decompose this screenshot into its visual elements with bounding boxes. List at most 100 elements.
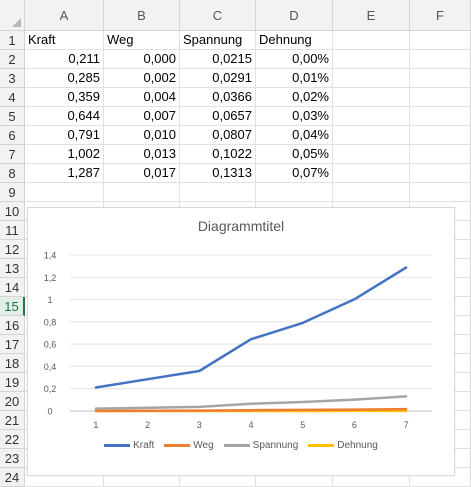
y-tick-label: 1: [47, 295, 52, 305]
cell-f8[interactable]: [410, 164, 471, 183]
cell-b1[interactable]: Weg: [104, 31, 180, 50]
chart-legend[interactable]: Kraft Weg Spannung Dehnung: [28, 440, 454, 451]
row-header-24[interactable]: 24: [0, 468, 25, 487]
cell-f1[interactable]: [410, 31, 471, 50]
cell-c3[interactable]: 0,0291: [180, 69, 256, 88]
series-line-kraft: [96, 268, 406, 388]
cell-a9[interactable]: [25, 183, 104, 202]
cell-c8[interactable]: 0,1313: [180, 164, 256, 183]
cell-d6[interactable]: 0,04%: [256, 126, 333, 145]
legend-swatch: [104, 444, 130, 447]
cell-d4[interactable]: 0,02%: [256, 88, 333, 107]
x-tick-label: 2: [145, 420, 150, 430]
cell-c9[interactable]: [180, 183, 256, 202]
legend-label: Dehnung: [337, 440, 378, 451]
cell-b9[interactable]: [104, 183, 180, 202]
cell-e5[interactable]: [333, 107, 410, 126]
cell-e4[interactable]: [333, 88, 410, 107]
row-header-13[interactable]: 13: [0, 259, 25, 278]
cell-f5[interactable]: [410, 107, 471, 126]
cell-e7[interactable]: [333, 145, 410, 164]
cell-d2[interactable]: 0,00%: [256, 50, 333, 69]
row-header-1[interactable]: 1: [0, 31, 25, 50]
row-header-8[interactable]: 8: [0, 164, 25, 183]
x-tick-label: 4: [248, 420, 253, 430]
cell-d7[interactable]: 0,05%: [256, 145, 333, 164]
y-tick-label: 1,4: [44, 251, 57, 261]
cell-b6[interactable]: 0,010: [104, 126, 180, 145]
cell-a4[interactable]: 0,359: [25, 88, 104, 107]
cell-f4[interactable]: [410, 88, 471, 107]
row-header-6[interactable]: 6: [0, 126, 25, 145]
y-tick-label: 0,6: [44, 340, 57, 350]
cell-c2[interactable]: 0,0215: [180, 50, 256, 69]
column-header-f[interactable]: F: [410, 0, 471, 31]
cell-e3[interactable]: [333, 69, 410, 88]
column-header-b[interactable]: B: [104, 0, 180, 31]
row-header-2[interactable]: 2: [0, 50, 25, 69]
row-header-16[interactable]: 16: [0, 316, 25, 335]
cell-d8[interactable]: 0,07%: [256, 164, 333, 183]
row-header-18[interactable]: 18: [0, 354, 25, 373]
cell-a2[interactable]: 0,211: [25, 50, 104, 69]
legend-item-weg[interactable]: Weg: [164, 440, 213, 451]
cell-e8[interactable]: [333, 164, 410, 183]
row-header-20[interactable]: 20: [0, 392, 25, 411]
cell-a8[interactable]: 1,287: [25, 164, 104, 183]
row-header-14[interactable]: 14: [0, 278, 25, 297]
row-header-22[interactable]: 22: [0, 430, 25, 449]
cell-a5[interactable]: 0,644: [25, 107, 104, 126]
column-header-a[interactable]: A: [25, 0, 104, 31]
legend-label: Weg: [193, 440, 213, 451]
row-header-5[interactable]: 5: [0, 107, 25, 126]
row-header-4[interactable]: 4: [0, 88, 25, 107]
cell-e9[interactable]: [333, 183, 410, 202]
legend-item-kraft[interactable]: Kraft: [104, 440, 154, 451]
cell-f3[interactable]: [410, 69, 471, 88]
cell-c4[interactable]: 0,0366: [180, 88, 256, 107]
cell-b2[interactable]: 0,000: [104, 50, 180, 69]
row-header-17[interactable]: 17: [0, 335, 25, 354]
row-header-21[interactable]: 21: [0, 411, 25, 430]
cell-e6[interactable]: [333, 126, 410, 145]
legend-item-dehnung[interactable]: Dehnung: [308, 440, 378, 451]
select-all-button[interactable]: [0, 0, 25, 31]
row-header-9[interactable]: 9: [0, 183, 25, 202]
cell-b8[interactable]: 0,017: [104, 164, 180, 183]
cell-f2[interactable]: [410, 50, 471, 69]
cell-c1[interactable]: Spannung: [180, 31, 256, 50]
cell-c7[interactable]: 0,1022: [180, 145, 256, 164]
column-header-e[interactable]: E: [333, 0, 410, 31]
row-header-3[interactable]: 3: [0, 69, 25, 88]
cell-d1[interactable]: Dehnung: [256, 31, 333, 50]
cell-d3[interactable]: 0,01%: [256, 69, 333, 88]
cell-b3[interactable]: 0,002: [104, 69, 180, 88]
legend-item-spannung[interactable]: Spannung: [224, 440, 299, 451]
cell-a6[interactable]: 0,791: [25, 126, 104, 145]
cell-c5[interactable]: 0,0657: [180, 107, 256, 126]
row-header-23[interactable]: 23: [0, 449, 25, 468]
cell-f9[interactable]: [410, 183, 471, 202]
row-header-19[interactable]: 19: [0, 373, 25, 392]
row-header-11[interactable]: 11: [0, 221, 25, 240]
cell-a3[interactable]: 0,285: [25, 69, 104, 88]
row-header-10[interactable]: 10: [0, 202, 25, 221]
cell-f7[interactable]: [410, 145, 471, 164]
row-header-12[interactable]: 12: [0, 240, 25, 259]
row-header-7[interactable]: 7: [0, 145, 25, 164]
cell-b4[interactable]: 0,004: [104, 88, 180, 107]
cell-b7[interactable]: 0,013: [104, 145, 180, 164]
cell-a7[interactable]: 1,002: [25, 145, 104, 164]
cell-a1[interactable]: Kraft: [25, 31, 104, 50]
cell-e2[interactable]: [333, 50, 410, 69]
cell-f6[interactable]: [410, 126, 471, 145]
cell-d5[interactable]: 0,03%: [256, 107, 333, 126]
cell-c6[interactable]: 0,0807: [180, 126, 256, 145]
column-header-d[interactable]: D: [256, 0, 333, 31]
cell-d9[interactable]: [256, 183, 333, 202]
cell-b5[interactable]: 0,007: [104, 107, 180, 126]
column-header-c[interactable]: C: [180, 0, 256, 31]
cell-e1[interactable]: [333, 31, 410, 50]
row-header-15[interactable]: 15: [0, 297, 25, 316]
